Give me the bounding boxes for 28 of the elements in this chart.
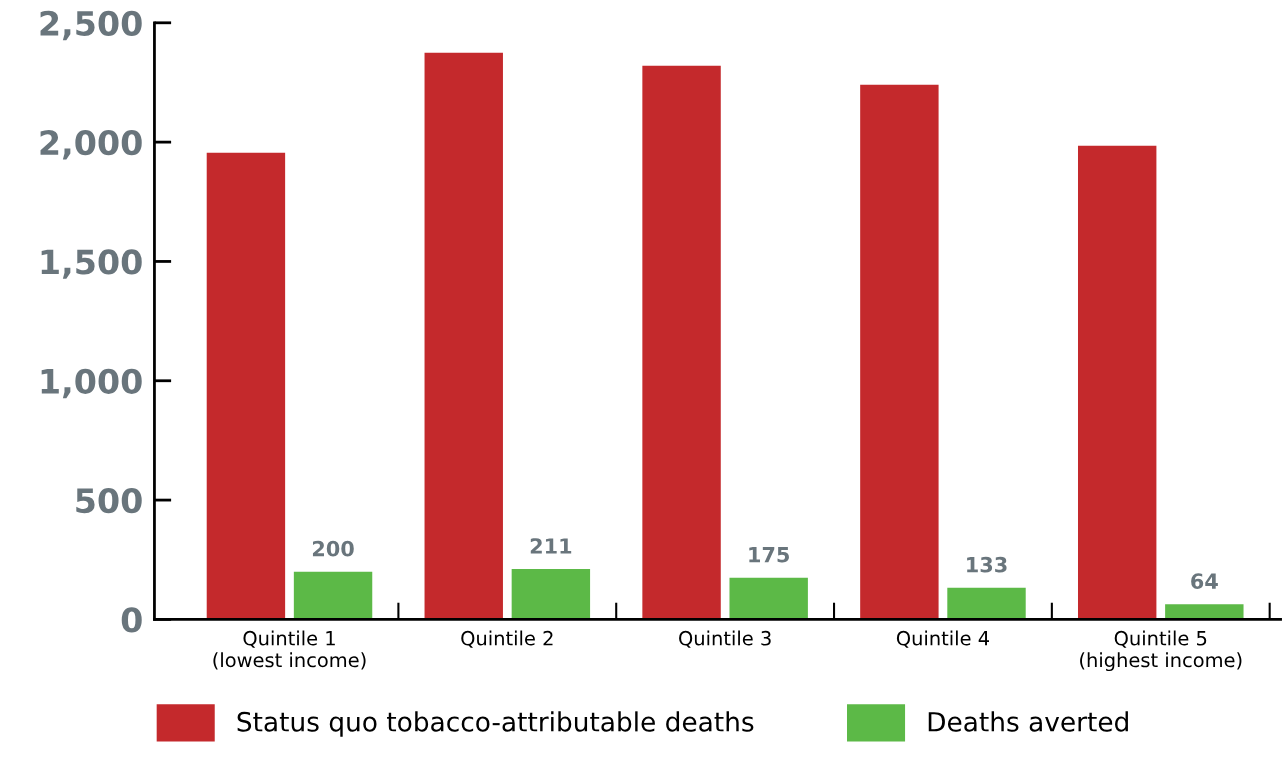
bar [293, 571, 373, 620]
data-label: 133 [967, 556, 1007, 573]
x-tick-label: Quintile 4 [896, 630, 989, 648]
legend-label: Status quo tobacco-attributable deaths [237, 711, 754, 737]
y-tick-label: 500 [76, 488, 142, 514]
data-label: 211 [530, 538, 572, 554]
bar [424, 52, 503, 620]
data-label: 200 [312, 540, 354, 557]
x-tick-label: Quintile 3 [679, 630, 771, 648]
bar [511, 569, 591, 620]
bar [1165, 604, 1244, 620]
x-tick-label: Quintile 1 (lowest income) [213, 630, 366, 670]
data-label: 64 [1191, 573, 1218, 589]
y-tick-label: 2,000 [40, 130, 142, 160]
y-tick-label: 1,500 [41, 249, 142, 279]
bar [947, 587, 1026, 620]
x-tick-label: Quintile 5 (highest income) [1080, 630, 1242, 672]
data-label: 175 [749, 547, 789, 563]
y-tick-label: 0 [121, 607, 142, 633]
x-tick-label: Quintile 2 [461, 630, 553, 648]
bar [1077, 145, 1157, 620]
bar [206, 152, 286, 620]
y-tick-label: 1,000 [41, 368, 142, 399]
bar [642, 65, 721, 620]
bar [729, 577, 808, 620]
bar [860, 84, 939, 620]
legend-label: Deaths averted [928, 711, 1128, 732]
y-tick-label: 2,500 [40, 10, 142, 41]
